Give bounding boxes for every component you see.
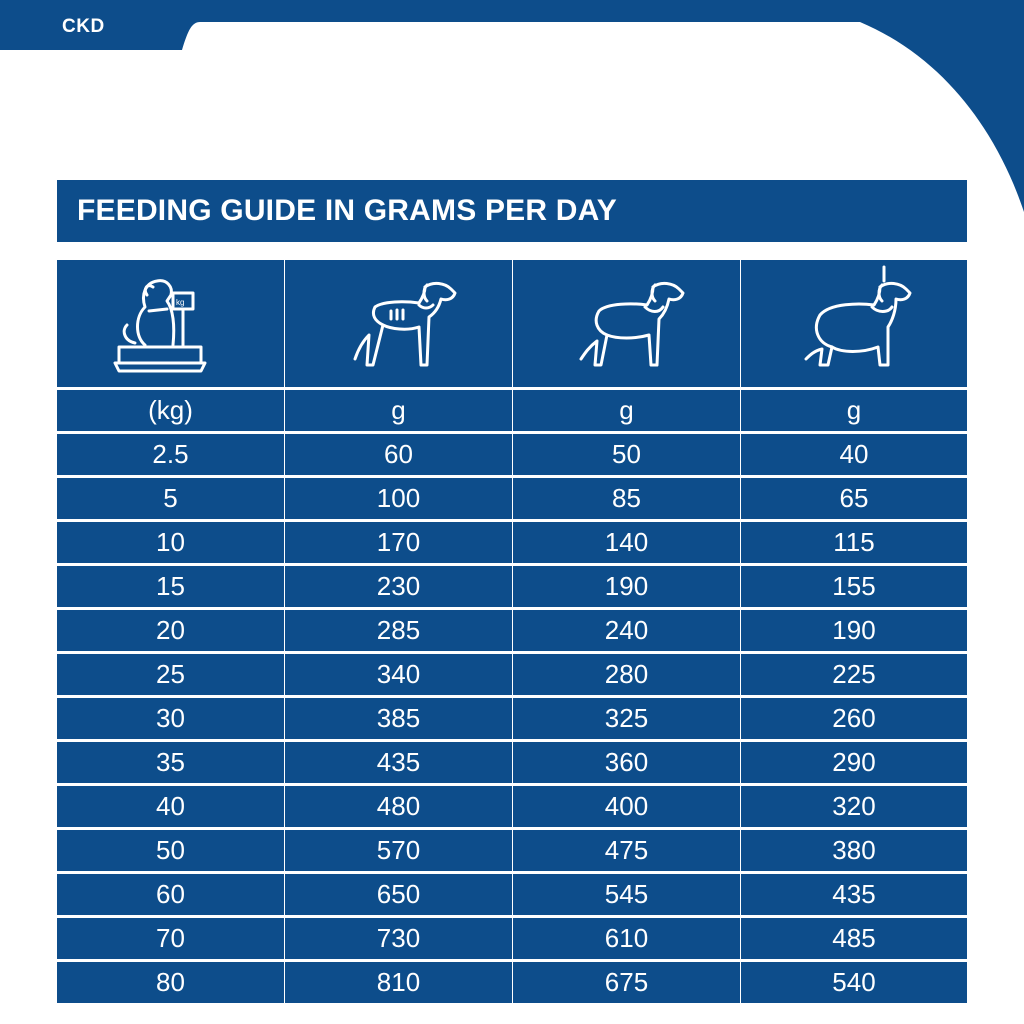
table-cell: 385 xyxy=(285,698,512,739)
table-cell: 480 xyxy=(285,786,512,827)
table-cell: 100 xyxy=(285,478,512,519)
overweight-dog-icon xyxy=(741,260,967,387)
feeding-table: kg (kg) g g g 2.5 60 50 xyxy=(57,260,967,1003)
table-cell: 25 xyxy=(57,654,284,695)
table-cell: 650 xyxy=(285,874,512,915)
table-cell: 810 xyxy=(285,962,512,1003)
table-cell: 435 xyxy=(285,742,512,783)
table-cell: 15 xyxy=(57,566,284,607)
table-cell: 285 xyxy=(285,610,512,651)
unit-ideal: g xyxy=(513,390,740,431)
table-cell: 40 xyxy=(741,434,967,475)
table-cell: 190 xyxy=(741,610,967,651)
table-cell: 2.5 xyxy=(57,434,284,475)
table-cell: 70 xyxy=(57,918,284,959)
table-cell: 80 xyxy=(57,962,284,1003)
thin-dog-icon xyxy=(285,260,512,387)
dog-on-scale-icon: kg xyxy=(57,260,284,387)
table-cell: 140 xyxy=(513,522,740,563)
table-cell: 280 xyxy=(513,654,740,695)
table-cell: 155 xyxy=(741,566,967,607)
table-cell: 115 xyxy=(741,522,967,563)
table-cell: 30 xyxy=(57,698,284,739)
table-cell: 20 xyxy=(57,610,284,651)
table-title: FEEDING GUIDE IN GRAMS PER DAY xyxy=(77,194,617,227)
table-cell: 240 xyxy=(513,610,740,651)
table-cell: 435 xyxy=(741,874,967,915)
table-cell: 35 xyxy=(57,742,284,783)
table-title-bar: FEEDING GUIDE IN GRAMS PER DAY xyxy=(57,180,967,242)
table-cell: 50 xyxy=(57,830,284,871)
table-cell: 40 xyxy=(57,786,284,827)
table-cell: 730 xyxy=(285,918,512,959)
table-cell: 60 xyxy=(285,434,512,475)
table-cell: 190 xyxy=(513,566,740,607)
table-cell: 340 xyxy=(285,654,512,695)
table-cell: 475 xyxy=(513,830,740,871)
table-cell: 540 xyxy=(741,962,967,1003)
table-cell: 5 xyxy=(57,478,284,519)
table-cell: 360 xyxy=(513,742,740,783)
unit-weight: (kg) xyxy=(57,390,284,431)
table-cell: 485 xyxy=(741,918,967,959)
table-cell: 325 xyxy=(513,698,740,739)
table-cell: 545 xyxy=(513,874,740,915)
table-cell: 675 xyxy=(513,962,740,1003)
table-cell: 225 xyxy=(741,654,967,695)
table-cell: 60 xyxy=(57,874,284,915)
table-cell: 320 xyxy=(741,786,967,827)
table-cell: 380 xyxy=(741,830,967,871)
table-cell: 290 xyxy=(741,742,967,783)
table-cell: 65 xyxy=(741,478,967,519)
brand-label: CKD xyxy=(62,16,105,37)
unit-thin: g xyxy=(285,390,512,431)
table-cell: 400 xyxy=(513,786,740,827)
ideal-weight-dog-icon xyxy=(513,260,740,387)
table-cell: 85 xyxy=(513,478,740,519)
table-cell: 170 xyxy=(285,522,512,563)
table-cell: 570 xyxy=(285,830,512,871)
table-cell: 230 xyxy=(285,566,512,607)
table-cell: 260 xyxy=(741,698,967,739)
svg-text:kg: kg xyxy=(176,298,184,307)
table-cell: 10 xyxy=(57,522,284,563)
table-cell: 50 xyxy=(513,434,740,475)
table-cell: 610 xyxy=(513,918,740,959)
unit-overweight: g xyxy=(741,390,967,431)
